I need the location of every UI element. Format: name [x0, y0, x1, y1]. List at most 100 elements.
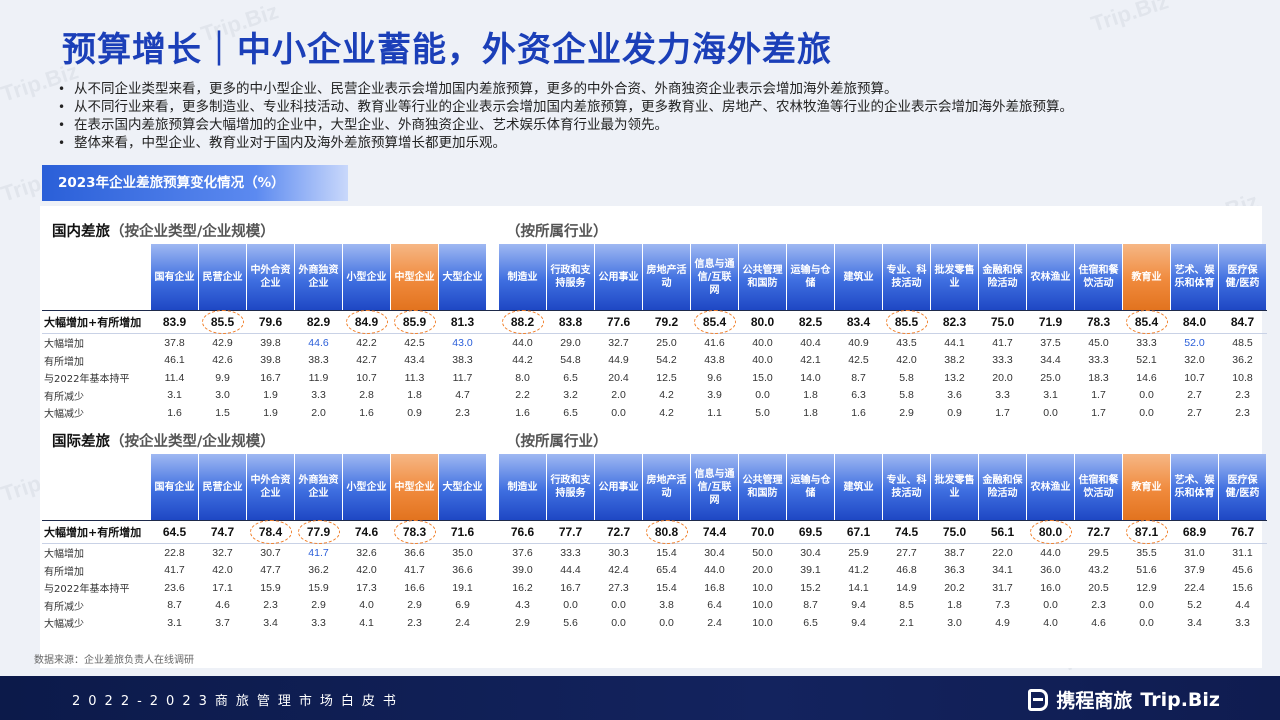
bullet-list: 从不同企业类型来看，更多的中小型企业、民营企业表示会增加国内差旅预算，更多的中外… [56, 80, 1256, 152]
table-cell: 35.0 [452, 546, 473, 559]
table-cell: 72.7 [1086, 525, 1111, 539]
table-cell: 15.9 [260, 581, 281, 594]
table-cell: 25.0 [1040, 371, 1061, 384]
table-cell: 37.8 [164, 336, 185, 349]
table-cell: 15.6 [1232, 581, 1253, 594]
table-cell: 17.3 [356, 581, 377, 594]
table-cell: 2.9 [407, 599, 422, 612]
table-cell: 4.4 [1235, 599, 1250, 612]
table-cell: 4.7 [455, 389, 470, 402]
table-cell: 0.0 [563, 599, 578, 612]
table-cell: 12.9 [1136, 581, 1157, 594]
table-cell: 1.6 [359, 406, 374, 419]
table-cell: 80.0 [1027, 525, 1074, 539]
row-label: 有所减少 [44, 601, 84, 613]
table-cell: 33.3 [560, 546, 581, 559]
table-cell: 4.0 [359, 599, 374, 612]
column-header: 国有企业 [151, 244, 198, 310]
column-header: 中外合资企业 [247, 244, 294, 310]
table-cell: 3.3 [1235, 616, 1250, 629]
table-cell: 36.6 [452, 564, 473, 577]
table-cell: 8.7 [803, 599, 818, 612]
table-cell: 4.6 [215, 599, 230, 612]
table-cell: 50.0 [752, 546, 773, 559]
table-cell: 19.1 [452, 581, 473, 594]
table-row: 有所减少 8.7 4.6 2.3 2.9 4.0 2.9 6.9 4.3 0.0 0.0 3.8 6.4… [42, 597, 1267, 615]
brand-en: Trip.Biz [1140, 688, 1220, 711]
table-cell: 74.4 [702, 525, 727, 539]
table-cell: 41.7 [308, 546, 329, 559]
table-cell: 38.3 [452, 354, 473, 367]
table-cell: 9.6 [707, 371, 722, 384]
table-cell: 44.9 [608, 354, 629, 367]
column-header: 民营企业 [199, 244, 246, 310]
table-cell: 1.8 [947, 599, 962, 612]
domestic-industry-title: （按所属行业） [506, 220, 608, 241]
table-cell: 45.6 [1232, 564, 1253, 577]
table-cell: 8.7 [851, 371, 866, 384]
table-cell: 31.1 [1232, 546, 1253, 559]
table-cell: 3.0 [947, 616, 962, 629]
table-cell: 0.0 [1139, 616, 1154, 629]
table-cell: 1.6 [851, 406, 866, 419]
table-cell: 75.0 [942, 525, 967, 539]
table-cell: 6.5 [563, 406, 578, 419]
row-label: 与2022年基本持平 [44, 584, 130, 596]
table-cell: 6.4 [707, 599, 722, 612]
table-cell: 44.0 [1040, 546, 1061, 559]
table-cell: 1.8 [803, 389, 818, 402]
table-cell: 78.3 [391, 525, 438, 539]
column-header: 公用事业 [595, 454, 642, 520]
table-cell: 84.7 [1230, 315, 1255, 329]
table-cell: 85.9 [391, 315, 438, 329]
column-header: 外商独资企业 [295, 454, 342, 520]
table-cell: 74.6 [354, 525, 379, 539]
table-cell: 14.6 [1136, 371, 1157, 384]
table-cell: 10.0 [752, 616, 773, 629]
table-cell: 3.1 [167, 389, 182, 402]
table-cell: 41.7 [404, 564, 425, 577]
table-cell: 42.5 [404, 336, 425, 349]
international-industry-sub: （按所属行业） [506, 434, 608, 450]
table-cell: 27.3 [608, 581, 629, 594]
table-cell: 83.8 [558, 315, 583, 329]
table-cell: 0.0 [1139, 599, 1154, 612]
column-header: 行政和支持服务 [547, 244, 594, 310]
table-cell: 27.7 [896, 546, 917, 559]
table-cell: 44.0 [512, 336, 533, 349]
table-cell: 43.0 [452, 336, 473, 349]
table-cell: 1.6 [167, 406, 182, 419]
table-cell: 39.8 [260, 354, 281, 367]
table-cell: 30.3 [608, 546, 629, 559]
table-cell: 42.0 [896, 354, 917, 367]
column-header: 批发零售业 [931, 454, 978, 520]
table-cell: 29.0 [560, 336, 581, 349]
table-cell: 76.7 [1230, 525, 1255, 539]
row-label: 大幅增加+有所增加 [44, 526, 142, 539]
table-cell: 16.6 [404, 581, 425, 594]
bullet-item: 在表示国内差旅预算会大幅增加的企业中，大型企业、外商独资企业、艺术娱乐体育行业最… [56, 116, 1256, 134]
table-cell: 22.8 [164, 546, 185, 559]
column-header: 制造业 [499, 244, 546, 310]
column-header: 小型企业 [343, 244, 390, 310]
table-cell: 41.7 [992, 336, 1013, 349]
table-cell: 2.3 [1235, 389, 1250, 402]
table-cell: 7.3 [995, 599, 1010, 612]
footer-title: 2022-2023商旅管理市场白皮书 [72, 694, 404, 709]
column-header: 运输与仓储 [787, 244, 834, 310]
table-cell: 1.6 [515, 406, 530, 419]
header-blank [42, 244, 150, 310]
table-cell: 0.0 [611, 599, 626, 612]
table-cell: 3.3 [311, 616, 326, 629]
table-cell: 46.8 [896, 564, 917, 577]
table-cell: 1.9 [263, 406, 278, 419]
table-cell: 77.9 [295, 525, 342, 539]
page-title: 预算增长｜中小企业蓄能，外资企业发力海外差旅 [62, 30, 832, 70]
table-cell: 33.3 [992, 354, 1013, 367]
table-cell: 17.1 [212, 581, 233, 594]
table-cell: 42.9 [212, 336, 233, 349]
table-cell: 2.7 [1187, 389, 1202, 402]
data-panel: 国内差旅（按企业类型/企业规模） （按所属行业） 国有企业 民营企业 中外合资企业外… [40, 206, 1267, 668]
table-cell: 40.4 [800, 336, 821, 349]
table-cell: 3.3 [995, 389, 1010, 402]
